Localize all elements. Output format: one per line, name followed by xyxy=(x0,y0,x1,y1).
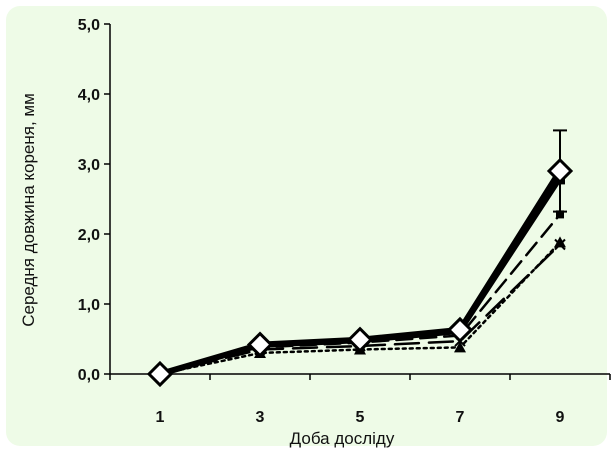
data-point-diamond xyxy=(546,157,574,185)
x-tick-label: 9 xyxy=(556,409,565,426)
y-tick-label: 3,0 xyxy=(78,157,100,174)
data-point-diamond xyxy=(246,331,274,358)
data-point-triangle xyxy=(454,341,466,353)
y-tick-label: 4,0 xyxy=(78,87,100,104)
x-tick-label: 1 xyxy=(156,409,165,426)
x-axis-title: Доба досліду xyxy=(290,429,395,448)
data-point-diamond xyxy=(346,326,374,353)
x-tick-label: 3 xyxy=(256,409,265,426)
y-tick-label: 2,0 xyxy=(78,227,100,244)
data-point-diamond xyxy=(146,360,174,388)
y-tick-label: 5,0 xyxy=(78,17,100,34)
data-point-triangle xyxy=(554,236,566,248)
x-tick-label: 7 xyxy=(456,409,465,426)
axes: 0,0 1,0 2,0 3,0 4,0 5,0 1 3 5 7 9 xyxy=(78,17,611,426)
chart-frame xyxy=(6,6,607,446)
x-tick-label: 5 xyxy=(356,409,365,426)
data-point-diamond xyxy=(446,316,474,344)
series-layer xyxy=(146,129,574,388)
y-tick-label: 1,0 xyxy=(78,297,100,314)
y-tick-label: 0,0 xyxy=(78,367,100,384)
y-axis-title: Середня довжина кореня, мм xyxy=(19,93,38,327)
data-point-x xyxy=(554,238,566,251)
data-point-square-small xyxy=(556,210,564,219)
